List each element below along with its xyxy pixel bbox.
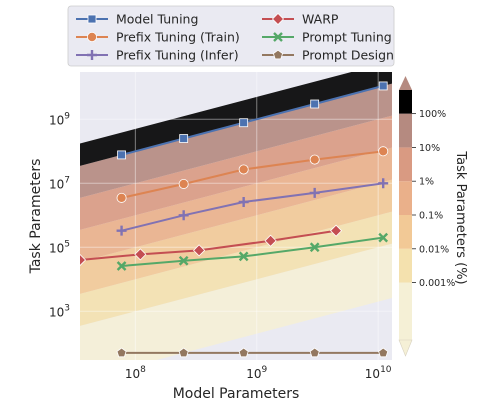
data-point xyxy=(309,154,320,165)
colorbar-segment xyxy=(399,181,412,215)
legend-item: Prefix Tuning (Train) xyxy=(76,30,240,45)
colorbar-tick-label: 10% xyxy=(419,143,440,154)
ratio-band xyxy=(80,147,392,262)
series-prompt-tuning xyxy=(116,232,389,271)
data-point xyxy=(309,242,320,253)
data-point xyxy=(178,347,189,358)
colorbar-top-arrow xyxy=(399,76,412,90)
colorbar-bottom-arrow xyxy=(398,339,413,357)
legend-item: Prompt Tuning xyxy=(262,30,392,45)
y-axis-ticks: 103 105 107 109 xyxy=(49,111,70,319)
colorbar-segment xyxy=(399,113,412,148)
colorbar-tick-label: 0.1% xyxy=(419,211,443,222)
data-point xyxy=(117,150,126,160)
legend-label: Model Tuning xyxy=(116,12,198,27)
y-axis-label: Task Parameters xyxy=(28,159,44,275)
data-point xyxy=(309,347,320,358)
y-tick-label: 105 xyxy=(49,239,70,255)
series-model-tuning xyxy=(117,81,388,160)
ratio-band xyxy=(80,211,392,326)
colorbar-segment xyxy=(399,147,412,182)
data-point xyxy=(87,50,97,60)
legend: Model Tuning Prefix Tuning (Train) Prefix … xyxy=(67,5,395,67)
legend-item: WARP xyxy=(262,12,339,27)
legend-item: Prompt Design xyxy=(262,48,394,63)
x-tick-label: 109 xyxy=(246,365,267,381)
colorbar-segment xyxy=(399,248,412,283)
data-point xyxy=(116,347,127,358)
legend-box xyxy=(67,5,395,67)
colorbar-label: Task Parameters (%) xyxy=(453,150,468,284)
colorbar-segment xyxy=(399,90,412,114)
data-point xyxy=(264,234,277,247)
series-prompt-design xyxy=(116,347,389,358)
data-point xyxy=(178,255,189,266)
data-point xyxy=(116,225,127,236)
legend-label: Prompt Tuning xyxy=(302,30,392,45)
colorbar-tick-label: 0.01% xyxy=(419,244,449,255)
data-point xyxy=(378,81,388,91)
data-point xyxy=(178,210,189,221)
ratio-band xyxy=(80,115,392,230)
data-point xyxy=(309,187,320,198)
series-layer xyxy=(80,81,389,358)
legend-label: Prefix Tuning (Train) xyxy=(116,30,240,45)
y-tick-label: 103 xyxy=(49,303,70,319)
data-point xyxy=(178,178,189,189)
colorbar-tick-label: 1% xyxy=(419,177,434,188)
colorbar-segment xyxy=(399,282,412,340)
colorbar-segment xyxy=(399,215,412,249)
ratio-band xyxy=(80,72,392,166)
data-point xyxy=(116,192,127,203)
ratio-band xyxy=(80,243,392,360)
data-point xyxy=(87,32,98,43)
data-point xyxy=(116,261,127,271)
ratio-band xyxy=(80,179,392,294)
data-point xyxy=(179,134,189,143)
series-prefix-tuning-train xyxy=(116,146,389,203)
x-axis-label: Model Parameters xyxy=(173,386,300,402)
plot-area xyxy=(80,72,392,360)
y-tick-label: 107 xyxy=(49,175,70,191)
legend-label: WARP xyxy=(302,12,339,27)
data-point xyxy=(329,224,343,237)
colorbar-tick-label: 100% xyxy=(419,109,446,120)
x-tick-label: 1010 xyxy=(365,365,392,381)
x-tick-label: 108 xyxy=(125,365,146,381)
data-point xyxy=(238,251,249,262)
data-point xyxy=(193,244,206,257)
legend-label: Prompt Design xyxy=(302,48,394,63)
ratio-band xyxy=(80,83,392,198)
data-point xyxy=(378,146,389,157)
legend-label: Prefix Tuning (Infer) xyxy=(116,48,239,63)
y-tick-label: 109 xyxy=(49,111,70,127)
legend-item: Model Tuning xyxy=(76,12,198,27)
data-point xyxy=(378,232,389,243)
data-point xyxy=(310,99,320,109)
data-point xyxy=(378,178,389,189)
legend-item: Prefix Tuning (Infer) xyxy=(76,48,239,63)
data-point xyxy=(87,14,97,24)
x-axis-ticks: 108 109 1010 xyxy=(125,365,392,381)
data-point xyxy=(134,248,147,261)
data-point xyxy=(378,347,389,358)
colorbar-tick-label: 0.001% xyxy=(419,278,455,289)
series-prefix-tuning-infer xyxy=(116,178,389,236)
data-point xyxy=(272,49,284,60)
shaded-ratio-bands xyxy=(80,72,392,360)
data-point xyxy=(239,118,249,128)
data-point xyxy=(271,12,285,26)
data-point xyxy=(238,196,249,207)
data-point xyxy=(273,32,283,42)
data-point xyxy=(80,253,87,267)
colorbar: 100% 10% 1% 0.1% 0.01% 0.001% xyxy=(398,76,455,357)
data-point xyxy=(238,164,249,175)
data-point xyxy=(238,347,249,358)
series-warp xyxy=(80,224,343,267)
